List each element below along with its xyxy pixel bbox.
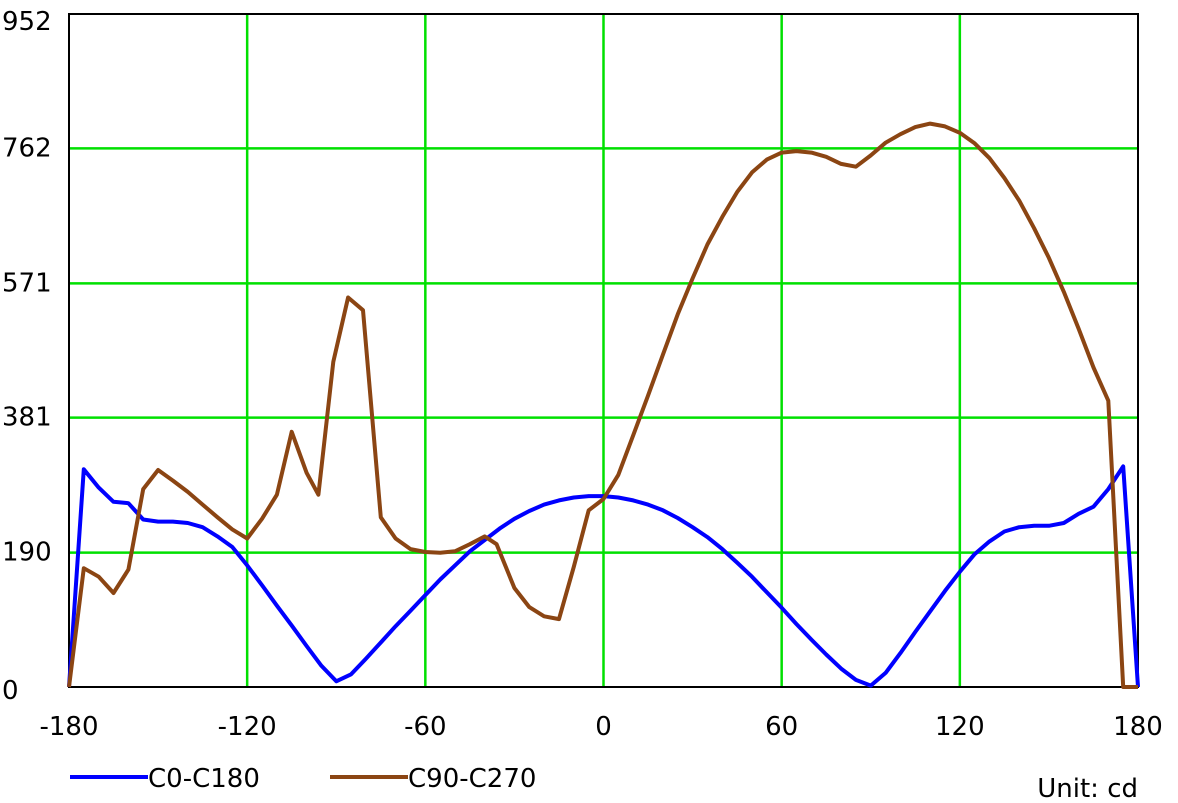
y-tick-label: 952 — [2, 7, 52, 37]
y-tick-label: 571 — [2, 268, 52, 298]
y-tick-label: 0 — [2, 676, 19, 706]
x-tick-label: -180 — [39, 712, 98, 742]
x-tick-label: 60 — [765, 712, 798, 742]
x-tick-label: 180 — [1113, 712, 1163, 742]
legend-label: C0-C180 — [148, 764, 260, 794]
y-tick-label: 190 — [2, 538, 52, 568]
x-axis-tick-labels: -180 -120 -60 0 60 120 180 — [39, 712, 1162, 742]
series-line-c90-c270 — [67, 121, 1138, 689]
grid-lines — [69, 14, 1138, 687]
series-layer — [67, 121, 1140, 689]
y-tick-label: 381 — [2, 403, 52, 433]
unit-label: Unit: cd — [1037, 774, 1138, 803]
y-tick-label: 762 — [2, 133, 52, 163]
x-tick-label: -120 — [218, 712, 277, 742]
legend: C0-C180 C90-C270 — [70, 764, 536, 794]
x-tick-label: 120 — [935, 712, 985, 742]
x-tick-label: 0 — [595, 712, 612, 742]
plot-frame — [68, 13, 1139, 688]
x-tick-label: -60 — [404, 712, 446, 742]
legend-label: C90-C270 — [408, 764, 536, 794]
y-axis-tick-labels: 0 190 381 571 762 952 — [2, 7, 52, 706]
